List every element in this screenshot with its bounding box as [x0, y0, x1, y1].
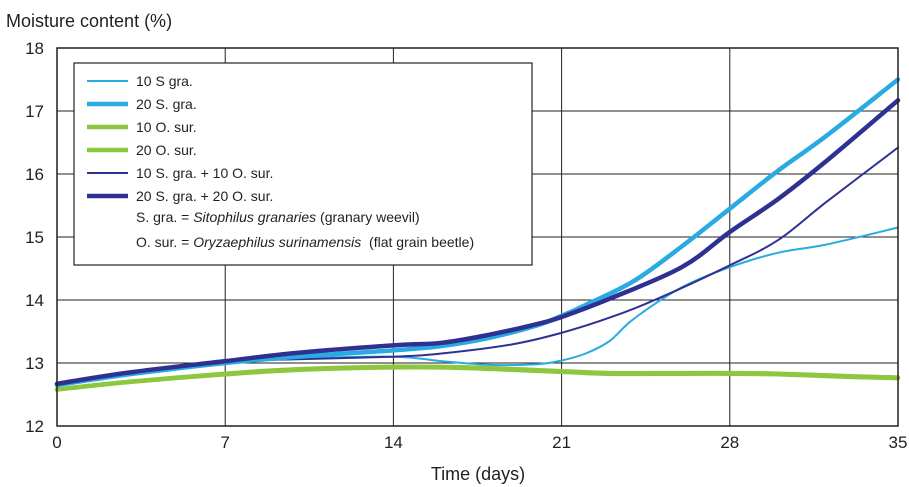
y-tick-label: 18 — [25, 39, 44, 58]
legend-label: 20 S. gra. + 20 O. sur. — [136, 188, 273, 204]
y-tick-label: 15 — [25, 228, 44, 247]
legend-box — [73, 62, 533, 266]
legend-note-s-gra: S. gra. = Sitophilus granaries (granary … — [136, 209, 420, 225]
y-tick-labels: 12 13 14 15 16 17 18 — [25, 39, 44, 436]
y-tick-label: 17 — [25, 102, 44, 121]
y-tick-label: 13 — [25, 354, 44, 373]
y-tick-label: 14 — [25, 291, 44, 310]
x-tick-label: 0 — [52, 433, 61, 452]
legend-label: 10 S. gra. + 10 O. sur. — [136, 165, 273, 181]
legend-items: 10 S gra. 20 S. gra. 10 O. sur. 20 O. sur. 1… — [87, 73, 273, 204]
y-tick-label: 12 — [25, 417, 44, 436]
plot-frame — [56, 47, 899, 427]
x-tick-label: 28 — [720, 433, 739, 452]
x-tick-label: 35 — [889, 433, 908, 452]
legend-note-o-sur: O. sur. = Oryzaephilus surinamensis (fla… — [136, 234, 474, 250]
legend-label: 10 S gra. — [136, 73, 193, 89]
x-axis-title: Time (days) — [431, 464, 525, 484]
x-tick-labels: 0 7 14 21 28 35 — [52, 433, 907, 452]
x-tick-label: 14 — [384, 433, 403, 452]
series-lines — [54, 77, 901, 392]
series-line-5 — [54, 98, 901, 387]
legend-label: 20 O. sur. — [136, 142, 197, 158]
x-tick-label: 21 — [552, 433, 571, 452]
y-tick-label: 16 — [25, 165, 44, 184]
legend-label: 20 S. gra. — [136, 96, 197, 112]
x-tick-label: 7 — [220, 433, 229, 452]
legend: 10 S gra. 20 S. gra. 10 O. sur. 20 O. sur. 1… — [73, 62, 533, 266]
y-axis-title: Moisture content (%) — [6, 11, 172, 31]
legend-label: 10 O. sur. — [136, 119, 197, 135]
series-line-3 — [54, 365, 901, 392]
